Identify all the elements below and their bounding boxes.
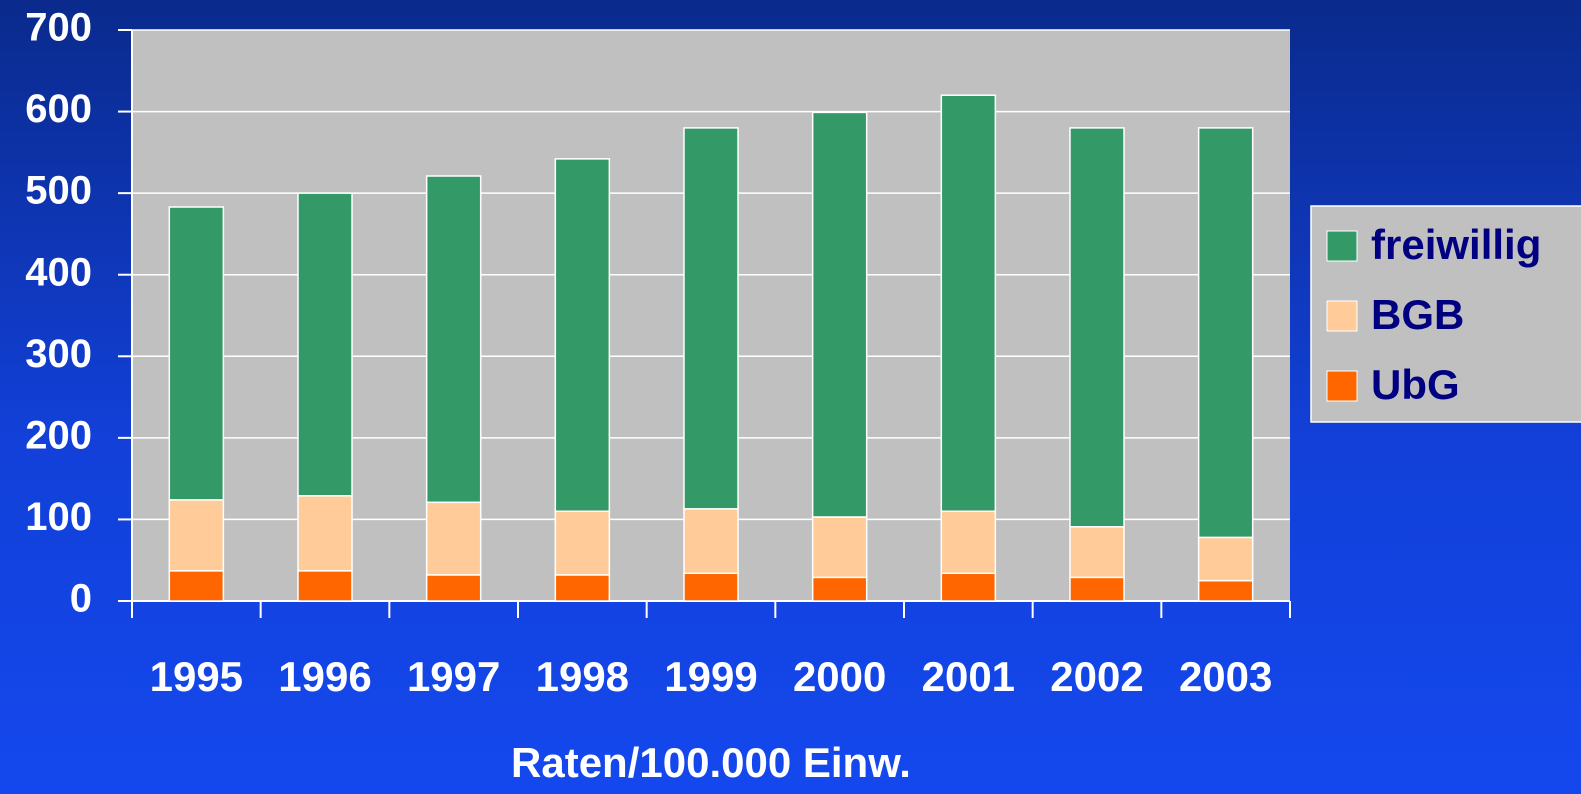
bar-segment: [811, 516, 868, 579]
legend-swatch: [1326, 300, 1358, 332]
bar-segment: [1069, 526, 1125, 579]
bar-segment: [425, 175, 482, 504]
x-tick-label: 2002: [1050, 653, 1143, 700]
bar-segment: [554, 574, 611, 602]
bar-segment: [554, 510, 611, 576]
y-tick-label: 600: [25, 87, 92, 131]
x-axis-title: Raten/100.000 Einw.: [511, 739, 911, 786]
x-tick-label: 1997: [407, 653, 500, 700]
bar-segment: [168, 206, 225, 501]
bar-segment: [811, 576, 868, 602]
bar-segment: [425, 501, 482, 576]
x-tick-label: 1996: [278, 653, 371, 700]
x-tick-label: 1998: [536, 653, 629, 700]
y-tick-label: 500: [25, 169, 92, 213]
bar-segment: [297, 495, 353, 572]
bar-segment: [940, 572, 997, 602]
bar-segment: [940, 510, 997, 575]
y-tick-label: 200: [25, 413, 92, 457]
bar-segment: [1197, 536, 1254, 582]
legend-swatch: [1326, 370, 1358, 402]
legend-label: UbG: [1371, 361, 1460, 408]
y-tick-label: 0: [70, 577, 92, 621]
y-tick-label: 700: [25, 6, 92, 50]
x-tick-label: 2003: [1179, 653, 1272, 700]
legend-label: BGB: [1371, 291, 1464, 338]
bar-segment: [811, 111, 868, 518]
y-tick-label: 100: [25, 495, 92, 539]
bar-segment: [168, 570, 225, 602]
bar-segment: [1069, 127, 1125, 528]
y-tick-label: 300: [25, 332, 92, 376]
legend-label: freiwillig: [1371, 221, 1541, 268]
bar-segment: [297, 570, 353, 602]
bar-segment: [1069, 576, 1125, 602]
bar-segment: [168, 499, 225, 572]
bar-segment: [554, 158, 611, 513]
bar-segment: [683, 508, 739, 575]
bar-segment: [297, 192, 353, 497]
x-tick-label: 1995: [150, 653, 243, 700]
bar-segment: [940, 94, 997, 513]
bar-segment: [1197, 579, 1254, 602]
bar-segment: [683, 127, 739, 510]
bar-segment: [683, 572, 739, 602]
legend-swatch: [1326, 230, 1358, 262]
bar-segment: [1197, 127, 1254, 539]
y-tick-label: 400: [25, 250, 92, 294]
bar-segment: [425, 574, 482, 602]
x-tick-label: 1999: [664, 653, 757, 700]
x-tick-label: 2001: [922, 653, 1015, 700]
x-tick-label: 2000: [793, 653, 886, 700]
